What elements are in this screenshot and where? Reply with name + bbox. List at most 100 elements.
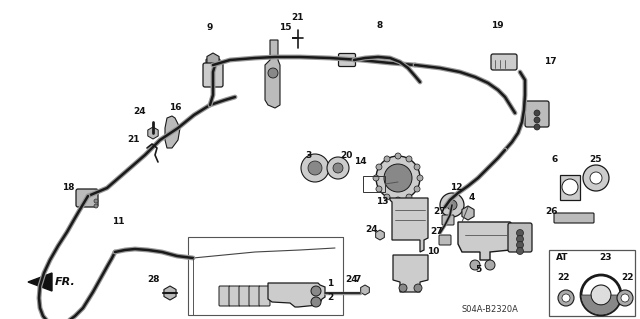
Circle shape [308,161,322,175]
Circle shape [376,186,382,192]
Circle shape [414,284,422,292]
Text: 22: 22 [621,273,633,283]
Text: 20: 20 [340,151,352,160]
Text: 13: 13 [376,197,388,206]
Polygon shape [28,273,52,291]
Circle shape [417,175,423,181]
Bar [549,250,635,316]
Text: 7: 7 [355,276,361,285]
Bar [188,237,343,315]
Polygon shape [458,222,515,260]
Polygon shape [560,175,580,200]
Text: 14: 14 [354,158,366,167]
Text: 24: 24 [365,226,378,234]
Circle shape [485,260,495,270]
FancyBboxPatch shape [491,54,517,70]
Circle shape [384,156,390,162]
Circle shape [562,179,578,195]
Text: 11: 11 [112,218,124,226]
Circle shape [395,153,401,159]
Circle shape [534,117,540,123]
Circle shape [534,110,540,116]
Text: 15: 15 [279,24,291,33]
Text: 9: 9 [207,24,213,33]
Circle shape [406,194,412,200]
Text: 6: 6 [552,155,558,165]
Circle shape [516,248,524,255]
Text: 18: 18 [61,183,74,192]
Circle shape [376,164,382,170]
Circle shape [327,157,349,179]
FancyBboxPatch shape [508,223,532,252]
Text: 16: 16 [169,103,181,113]
Circle shape [384,164,412,192]
Text: 5: 5 [475,265,481,275]
Text: 12: 12 [450,183,462,192]
FancyBboxPatch shape [219,286,230,306]
Polygon shape [390,198,428,252]
Text: 8: 8 [377,20,383,29]
Circle shape [534,124,540,130]
Circle shape [414,164,420,170]
FancyBboxPatch shape [249,286,260,306]
Text: 28: 28 [147,276,159,285]
Text: 21: 21 [292,13,304,23]
Circle shape [311,286,321,296]
Polygon shape [165,116,180,148]
Text: 2: 2 [327,293,333,301]
Circle shape [376,156,420,200]
FancyBboxPatch shape [76,189,98,207]
FancyBboxPatch shape [259,286,270,306]
Circle shape [617,290,633,306]
Text: AT: AT [556,254,568,263]
Circle shape [301,154,329,182]
Circle shape [621,294,629,302]
Wedge shape [581,295,621,315]
FancyBboxPatch shape [525,101,549,127]
FancyBboxPatch shape [554,213,594,223]
Text: 23: 23 [599,254,611,263]
FancyBboxPatch shape [339,54,355,66]
Polygon shape [265,40,280,108]
FancyBboxPatch shape [442,215,454,225]
Circle shape [558,290,574,306]
Circle shape [373,175,379,181]
Circle shape [311,297,321,307]
Text: 25: 25 [589,155,601,165]
Circle shape [562,294,570,302]
Text: 22: 22 [557,273,569,283]
Circle shape [447,200,457,210]
Circle shape [516,241,524,249]
Circle shape [516,235,524,242]
Text: 26: 26 [546,207,558,217]
Circle shape [268,68,278,78]
Text: FR.: FR. [55,277,76,287]
Circle shape [399,284,407,292]
Circle shape [94,204,98,208]
Circle shape [440,193,464,217]
Circle shape [94,199,98,203]
Circle shape [384,194,390,200]
Text: 24: 24 [134,108,147,116]
Polygon shape [268,283,325,307]
Circle shape [591,285,611,305]
FancyBboxPatch shape [206,59,220,79]
Text: 27: 27 [434,207,446,217]
Text: 3: 3 [305,151,311,160]
Circle shape [395,197,401,203]
Text: 1: 1 [327,278,333,287]
Circle shape [470,260,480,270]
Text: 17: 17 [544,57,556,66]
FancyBboxPatch shape [239,286,250,306]
Text: 4: 4 [469,192,475,202]
Circle shape [583,165,609,191]
FancyBboxPatch shape [229,286,240,306]
Polygon shape [393,255,428,292]
Circle shape [516,229,524,236]
FancyBboxPatch shape [439,235,451,245]
FancyBboxPatch shape [203,63,223,87]
Bar [363,176,385,192]
Text: S04A-B2320A: S04A-B2320A [461,306,518,315]
Circle shape [333,163,343,173]
Text: 21: 21 [128,136,140,145]
